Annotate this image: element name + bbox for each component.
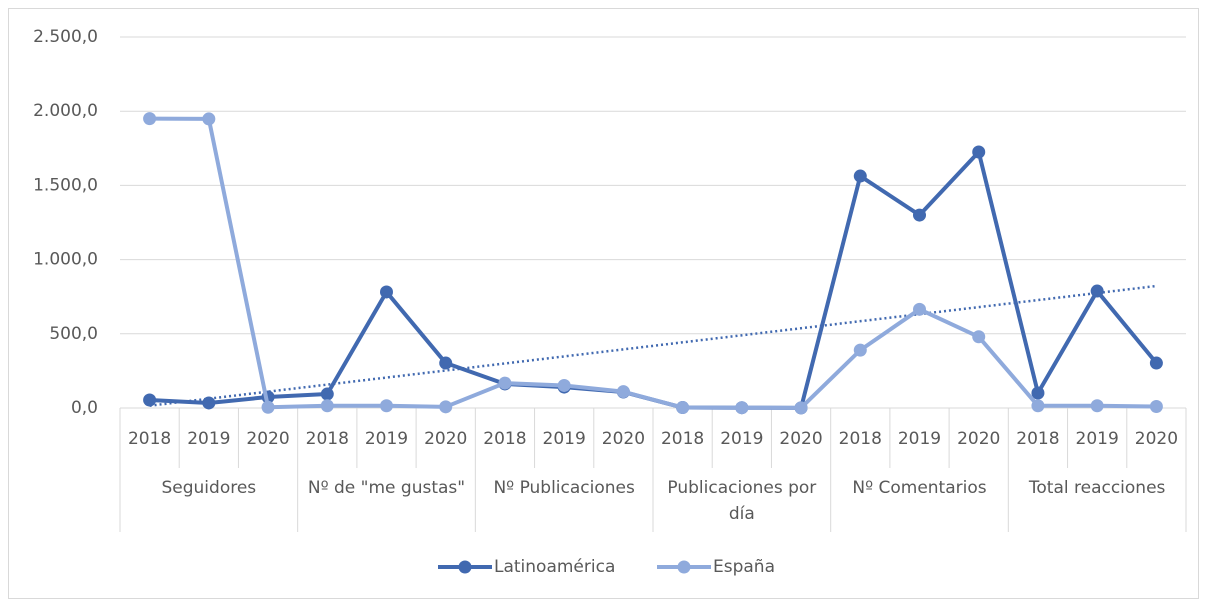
data-point [913,302,926,316]
data-point [1090,284,1104,298]
data-point [853,343,867,357]
x-tick-label: 2019 [720,429,763,449]
y-tick-label: 2.000,0 [33,101,98,121]
x-tick-label: 2020 [779,429,822,449]
data-point [143,112,157,126]
data-point [1031,386,1045,400]
group-label: Nº de "me gustas" [307,478,466,498]
legend-label: España [713,557,775,577]
group-label: Publicaciones por día [667,478,817,524]
x-tick-label: 2020 [424,429,467,449]
y-tick-label: 2.500,0 [33,27,98,47]
data-point [972,330,986,344]
data-point [557,378,571,392]
x-tick-label: 2018 [128,429,171,449]
x-tick-label: 2020 [246,429,289,449]
data-point [794,401,808,415]
x-tick-label: 2019 [1076,429,1119,449]
x-tick-label: 2020 [602,429,645,449]
data-point [380,399,393,413]
data-point [143,393,157,407]
data-point [1031,399,1045,413]
data-point [261,400,275,414]
y-tick-label: 1.500,0 [33,175,98,195]
data-point [853,169,867,183]
x-tick-label: 2019 [187,429,230,449]
data-point [972,145,986,159]
data-point [735,401,749,415]
legend-marker [458,560,472,574]
x-tick-label: 2018 [483,429,526,449]
data-point [616,385,630,399]
y-tick-label: 500,0 [49,324,98,344]
x-tick-label: 2018 [1016,429,1059,449]
group-label: Nº Publicaciones [493,478,635,498]
data-point [439,400,453,414]
data-point [320,387,334,401]
data-point [676,401,690,415]
legend-marker [677,560,691,574]
data-point [202,112,216,126]
x-tick-label: 2019 [365,429,408,449]
data-point [1149,356,1163,370]
x-tick-label: 2019 [898,429,941,449]
data-point [320,399,334,413]
legend-label: Latinoamérica [494,557,615,577]
x-tick-label: 2020 [957,429,1000,449]
group-label: Total reacciones [1028,478,1166,498]
x-tick-label: 2018 [661,429,704,449]
group-label: Nº Comentarios [852,478,987,498]
data-point [498,376,512,390]
x-tick-label: 2018 [839,429,882,449]
data-point [913,208,926,222]
chart-border [8,8,1199,599]
data-point [1090,399,1104,413]
group-label: Seguidores [161,478,257,498]
y-tick-label: 1.000,0 [33,250,98,270]
series-line [149,116,1157,410]
x-tick-label: 2020 [1135,429,1178,449]
x-tick-label: 2018 [306,429,349,449]
data-point [1149,400,1163,414]
data-point [380,285,393,299]
data-point [439,356,453,370]
trendline [149,284,1157,407]
y-tick-label: 0,0 [71,398,98,418]
x-tick-label: 2019 [543,429,586,449]
